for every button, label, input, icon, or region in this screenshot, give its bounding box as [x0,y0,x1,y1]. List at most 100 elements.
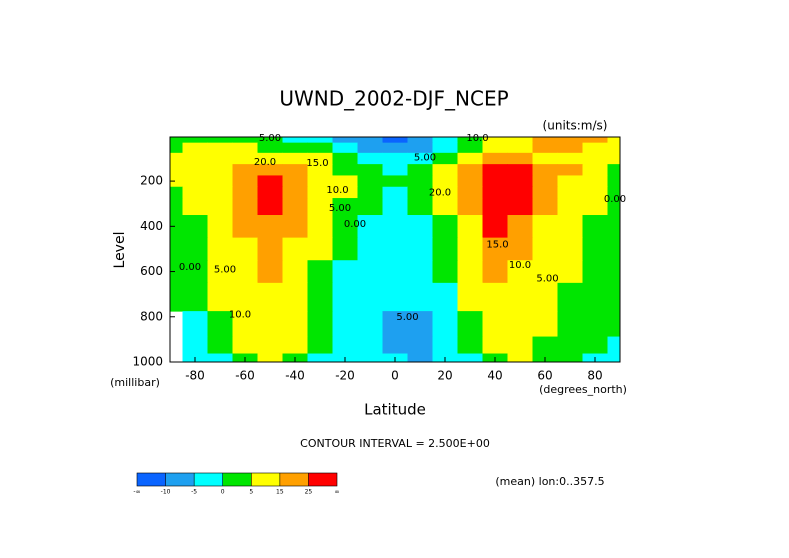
field-cell [432,152,458,165]
field-cell [407,175,433,188]
field-cell [557,186,583,199]
field-cell [482,164,508,176]
field-cell [407,164,433,176]
colorbar-label: -10 [161,489,171,496]
field-cell [332,186,358,199]
colorbar-swatch [222,473,252,486]
field-cell [232,175,258,188]
field-cell [382,237,408,261]
field-cell [357,336,383,355]
field-cell [307,260,333,284]
y-tick-label: 400 [140,219,163,233]
field [170,137,621,363]
field-cell [170,175,183,188]
field-cell [582,186,608,199]
field-cell [607,215,621,239]
field-cell [507,186,533,199]
field-cell [482,260,508,284]
contour-label: 5.00 [259,133,281,144]
field-cell [482,175,508,188]
contour-label: 0.00 [344,219,366,230]
field-cell [282,336,308,355]
field-cell [332,152,358,165]
field-cell [307,282,333,312]
field-cell [332,260,358,284]
field-cell [282,260,308,284]
field-cell [257,137,283,144]
x-units: (degrees_north) [539,383,627,396]
field-cell [432,237,458,261]
field-cell [282,152,308,165]
field-cell [607,142,621,154]
field-cell [357,198,383,216]
field-cell [432,142,458,154]
field-cell [532,152,558,165]
field-cell [357,137,383,144]
colorbar-swatch [279,473,309,486]
y-tick-label: 600 [140,264,163,278]
field-cell [507,215,533,239]
field-cell [232,237,258,261]
y-tick-label: 800 [140,309,163,323]
field-cell [457,175,483,188]
field-cell [607,152,621,165]
field-cell [457,336,483,355]
field-cell [232,152,258,165]
colorbar-end-label: -∞ [133,489,140,496]
field-cell [332,142,358,154]
colorbar-swatch [251,473,280,486]
field-cell [382,137,408,144]
field-cell [332,175,358,188]
field-cell [357,237,383,261]
field-cell [307,215,333,239]
field-cell [182,311,208,338]
x-tick-label: -60 [235,369,255,383]
field-cell [232,164,258,176]
field-cell [557,152,583,165]
contour-label: 5.00 [536,273,558,284]
field-cell [170,215,183,239]
field-cell [607,198,621,216]
field-cell [357,152,383,165]
field-cell [357,353,383,363]
field-cell [257,282,283,312]
field-cell [170,186,183,199]
field-cell [482,237,508,261]
field-cell [407,215,433,239]
field-cell [182,175,208,188]
field-cell [282,237,308,261]
field-cell [532,260,558,284]
field-cell [257,152,283,165]
field-cell [332,215,358,239]
field-cell [457,215,483,239]
field-cell [170,282,183,312]
field-cell [582,215,608,239]
field-cell [407,282,433,312]
field-cell [170,164,183,176]
field-cell [482,336,508,355]
field-cell [307,198,333,216]
field-cell [607,164,621,176]
field-cell [532,336,558,355]
field-cell [307,164,333,176]
field-cell [457,142,483,154]
field-cell [382,186,408,199]
y-tick-label: 1000 [132,355,163,369]
field-cell [532,215,558,239]
field-cell [170,198,183,216]
field-cell [382,282,408,312]
contour-label: 15.0 [306,158,328,169]
colorbar-swatch [308,473,337,486]
field-cell [457,353,483,363]
field-cell [382,260,408,284]
colorbar-label: -5 [191,489,197,496]
field-cell [582,142,608,154]
field-cell [482,282,508,312]
field-cell [432,137,458,144]
field-cell [457,186,483,199]
y-axis-label: Level [112,232,128,269]
field-cell [207,164,233,176]
y-tick-label: 200 [140,174,163,188]
field-cell [582,152,608,165]
colorbar-end-label: ∞ [335,489,340,496]
